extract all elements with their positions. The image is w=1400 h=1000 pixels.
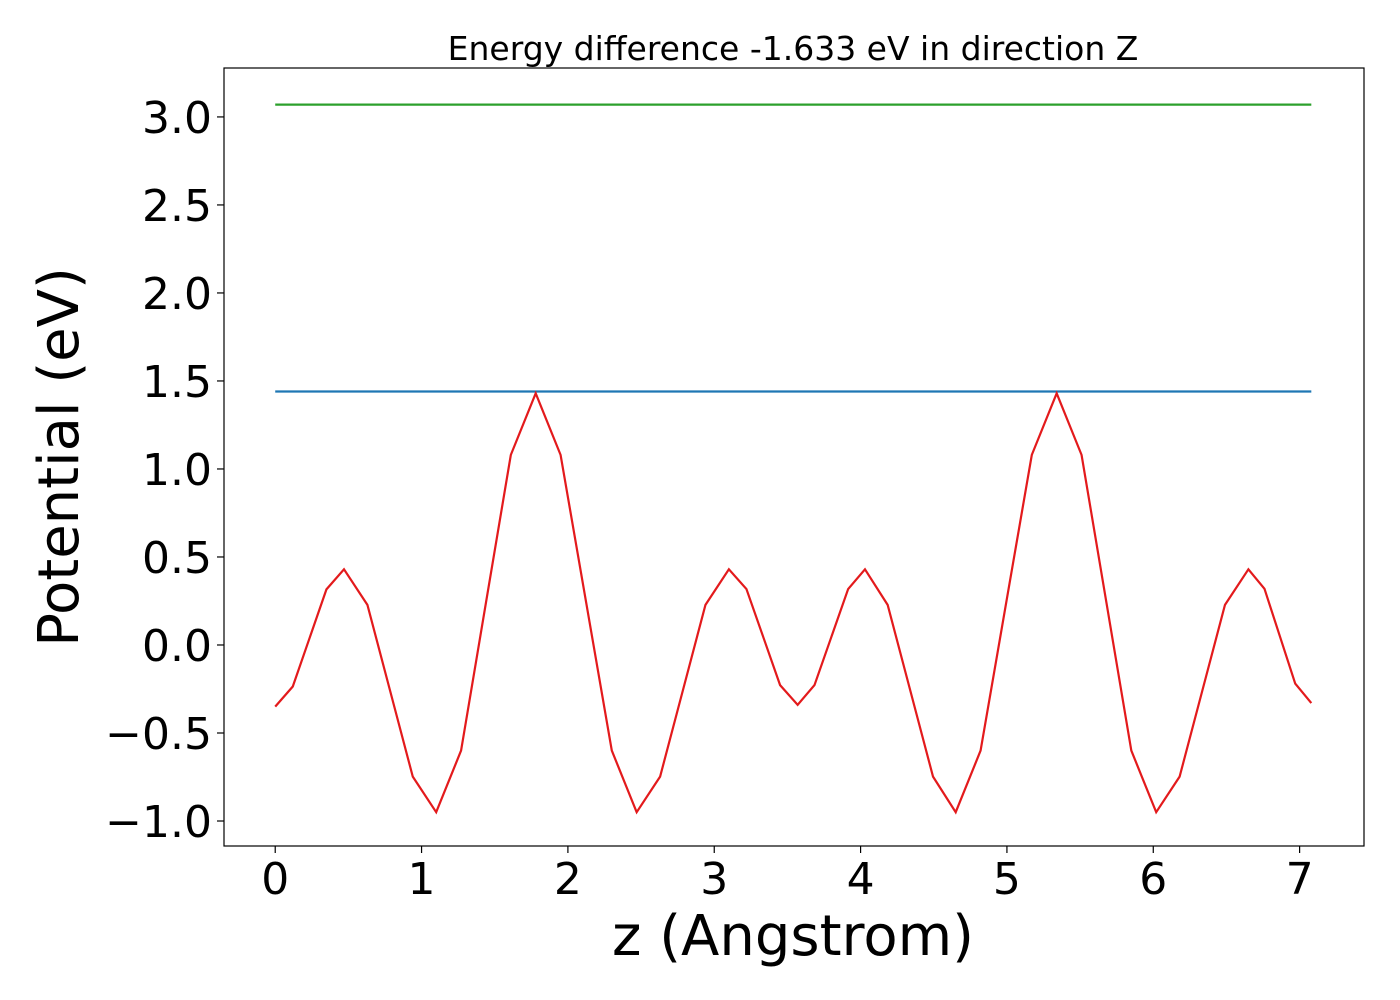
y-tick-label: 0.0: [142, 621, 212, 672]
x-tick-label: 4: [847, 854, 875, 905]
x-tick-label: 0: [261, 854, 289, 905]
y-tick-label: 2.0: [142, 269, 212, 320]
line: [274, 390, 1313, 815]
x-tick-label: 2: [554, 854, 582, 905]
y-tick-label: 2.5: [142, 181, 212, 232]
chart-title: Energy difference -1.633 eV in direction…: [448, 29, 1139, 68]
x-tick-label: 1: [408, 854, 436, 905]
y-tick-label: 1.5: [142, 357, 212, 408]
y-tick-label: 1.0: [142, 445, 212, 496]
y-tick-label: 3.0: [142, 93, 212, 144]
y-axis-label: Potential (eV): [27, 267, 92, 647]
x-tick-label: 6: [1139, 854, 1167, 905]
x-tick-label: 7: [1286, 854, 1314, 905]
y-tick-label: −0.5: [105, 709, 212, 760]
y-tick-label: −1.0: [105, 797, 212, 848]
x-axis-label: z (Angstrom): [612, 904, 974, 969]
plot-frame: [223, 67, 1365, 847]
x-tick-label: 3: [700, 854, 728, 905]
y-tick-label: 0.5: [142, 533, 212, 584]
x-tick-label: 5: [993, 854, 1021, 905]
